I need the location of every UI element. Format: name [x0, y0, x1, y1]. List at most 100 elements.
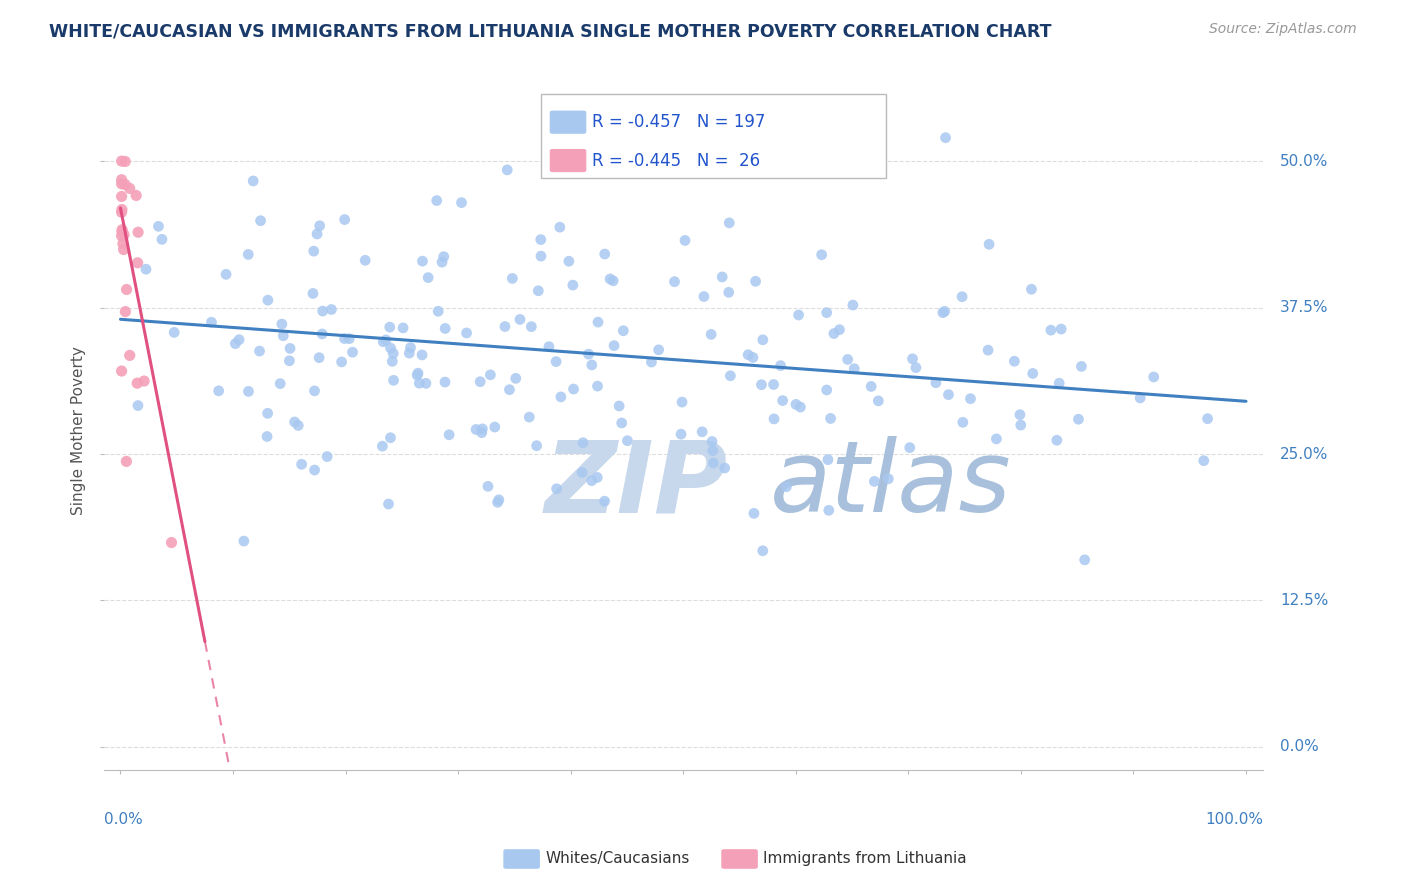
Point — [934, 304, 956, 318]
Point — [690, 425, 713, 439]
Point — [312, 304, 335, 318]
Point — [316, 450, 339, 464]
Point — [718, 368, 741, 383]
Point — [278, 353, 301, 368]
Point — [673, 234, 696, 248]
Point — [586, 470, 609, 484]
Point — [925, 376, 948, 390]
Point — [671, 395, 693, 409]
Point — [530, 233, 553, 247]
Point — [399, 341, 422, 355]
Point — [242, 174, 264, 188]
Point — [959, 392, 981, 406]
Point — [110, 205, 132, 219]
Point — [114, 304, 136, 318]
Point — [561, 278, 583, 293]
Point — [337, 332, 360, 346]
Point — [200, 315, 222, 329]
Point — [415, 376, 437, 391]
Point — [702, 456, 724, 470]
Point — [433, 375, 456, 389]
Point — [333, 332, 356, 346]
Point — [427, 304, 450, 318]
Point — [669, 427, 692, 442]
Point — [599, 272, 621, 286]
Point — [837, 352, 859, 367]
Point — [558, 254, 581, 268]
Point — [477, 479, 499, 493]
Point — [901, 351, 924, 366]
Point — [380, 431, 402, 445]
Point — [112, 243, 135, 257]
Point — [380, 341, 402, 355]
Point — [581, 358, 603, 372]
Text: 12.5%: 12.5% — [1281, 593, 1329, 608]
Point — [537, 340, 560, 354]
Point — [977, 343, 1000, 358]
Text: R = -0.457   N = 197: R = -0.457 N = 197 — [592, 113, 765, 131]
Point — [1143, 370, 1166, 384]
Point — [406, 366, 429, 380]
Point — [330, 355, 353, 369]
Point — [640, 355, 662, 369]
Point — [775, 480, 797, 494]
Point — [616, 434, 638, 448]
Point — [110, 189, 132, 203]
Point — [1039, 323, 1062, 337]
Point — [572, 435, 595, 450]
Point — [228, 333, 250, 347]
Point — [257, 293, 280, 308]
Point — [287, 418, 309, 433]
Point — [562, 382, 585, 396]
Point — [744, 274, 766, 288]
Text: Whites/Caucasians: Whites/Caucasians — [546, 851, 690, 865]
Point — [950, 290, 973, 304]
Point — [127, 399, 149, 413]
Point — [860, 379, 883, 393]
Point — [1070, 359, 1092, 374]
Point — [111, 236, 134, 251]
Point — [520, 319, 543, 334]
Point — [1192, 453, 1215, 467]
Point — [718, 216, 741, 230]
Point — [742, 351, 765, 365]
Point — [224, 336, 246, 351]
Point — [603, 338, 626, 352]
Point — [302, 244, 325, 259]
Point — [593, 247, 616, 261]
Point — [844, 361, 866, 376]
Point — [125, 188, 148, 202]
Point — [607, 399, 630, 413]
Text: 100.0%: 100.0% — [1205, 813, 1263, 828]
Point — [378, 320, 401, 334]
Point — [763, 412, 786, 426]
Point — [548, 220, 571, 235]
Text: ZIP: ZIP — [544, 436, 727, 533]
Point — [509, 312, 531, 326]
Point — [1067, 412, 1090, 426]
Point — [700, 434, 723, 449]
Point — [571, 466, 593, 480]
Point — [238, 384, 260, 399]
Point — [932, 305, 955, 319]
Point — [110, 364, 132, 378]
Point — [256, 429, 278, 443]
Point — [426, 194, 449, 208]
Point — [114, 178, 136, 192]
Point — [702, 443, 724, 458]
Point — [1010, 418, 1032, 433]
Point — [787, 308, 810, 322]
Point — [501, 271, 523, 285]
Point — [496, 162, 519, 177]
Text: 37.5%: 37.5% — [1281, 300, 1329, 315]
Point — [823, 326, 845, 341]
Point — [817, 452, 839, 467]
Point — [711, 269, 734, 284]
Point — [450, 195, 472, 210]
Point — [593, 494, 616, 508]
Point — [693, 289, 716, 303]
Point — [135, 262, 157, 277]
Point — [498, 383, 520, 397]
Point — [647, 343, 669, 357]
Point — [815, 305, 838, 319]
